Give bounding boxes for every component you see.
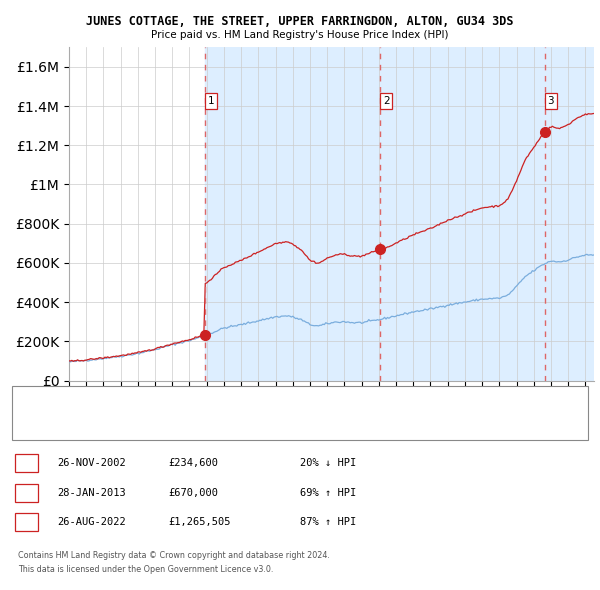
Text: 69% ↑ HPI: 69% ↑ HPI (300, 488, 356, 497)
Text: HPI: Average price, detached house, East Hampshire: HPI: Average price, detached house, East… (57, 424, 296, 432)
Text: Price paid vs. HM Land Registry's House Price Index (HPI): Price paid vs. HM Land Registry's House … (151, 30, 449, 40)
Text: 3: 3 (548, 96, 554, 106)
Text: 3: 3 (23, 517, 30, 527)
Text: JUNES COTTAGE, THE STREET, UPPER FARRINGDON, ALTON, GU34 3DS: JUNES COTTAGE, THE STREET, UPPER FARRING… (86, 15, 514, 28)
Text: £670,000: £670,000 (168, 488, 218, 497)
Text: 1: 1 (23, 458, 30, 468)
Bar (545, 47, 594, 381)
Bar (205, 47, 380, 381)
Text: ———: ——— (21, 396, 55, 407)
Text: 87% ↑ HPI: 87% ↑ HPI (300, 517, 356, 527)
Text: Contains HM Land Registry data © Crown copyright and database right 2024.: Contains HM Land Registry data © Crown c… (18, 551, 330, 560)
Text: ———: ——— (21, 423, 55, 433)
Text: 2: 2 (383, 96, 389, 106)
Bar (380, 47, 545, 381)
Text: £234,600: £234,600 (168, 458, 218, 468)
Text: 28-JAN-2013: 28-JAN-2013 (57, 488, 126, 497)
Text: 26-NOV-2002: 26-NOV-2002 (57, 458, 126, 468)
Text: 2: 2 (23, 488, 30, 497)
Text: £1,265,505: £1,265,505 (168, 517, 230, 527)
Text: 26-AUG-2022: 26-AUG-2022 (57, 517, 126, 527)
Text: 1: 1 (208, 96, 214, 106)
Text: 20% ↓ HPI: 20% ↓ HPI (300, 458, 356, 468)
Text: This data is licensed under the Open Government Licence v3.0.: This data is licensed under the Open Gov… (18, 565, 274, 574)
Text: JUNES COTTAGE, THE STREET, UPPER FARRINGDON, ALTON, GU34 3DS (detached house): JUNES COTTAGE, THE STREET, UPPER FARRING… (57, 397, 455, 406)
